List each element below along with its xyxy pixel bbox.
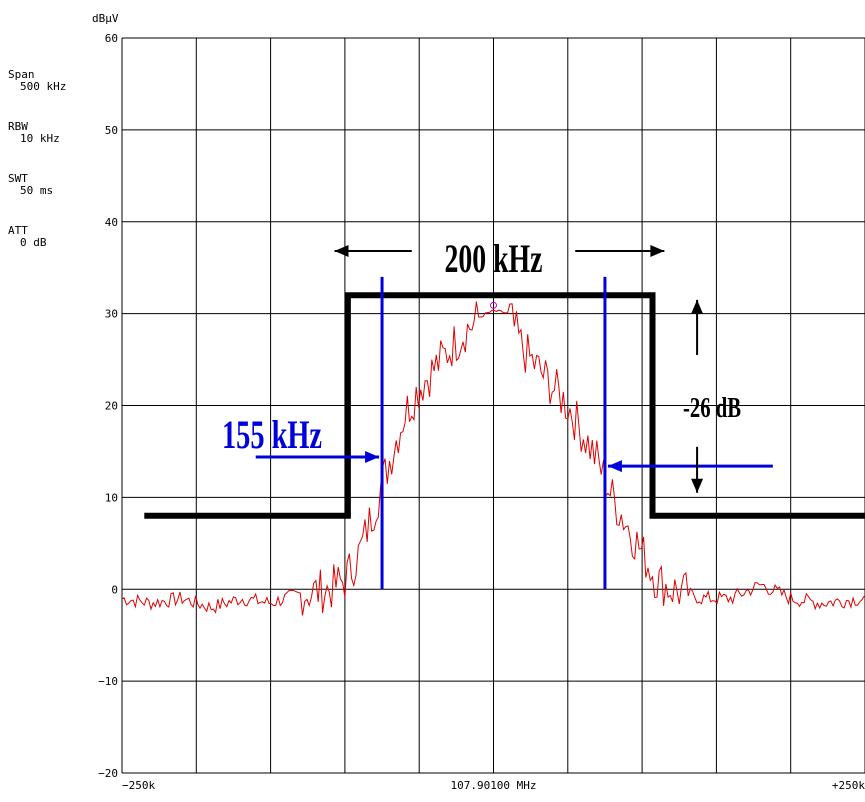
setting-value: 0 dB xyxy=(20,236,47,249)
annotation-arrows xyxy=(255,245,773,493)
setting-name: Span xyxy=(8,68,35,81)
arrow-200khz-left xyxy=(334,245,412,257)
emission-mask xyxy=(144,292,865,519)
peak-marker xyxy=(490,301,497,309)
x-tick-label-center: 107.90100 MHz xyxy=(450,779,536,792)
annotation-155khz: 155 kHz xyxy=(222,412,322,457)
x-tick-label-right: +250k xyxy=(832,779,865,792)
setting-name: ATT xyxy=(8,224,28,237)
setting-value: 50 ms xyxy=(20,184,53,197)
setting-value: 500 kHz xyxy=(20,80,66,93)
arrow-155khz-right xyxy=(607,460,773,473)
y-tick-label: −20 xyxy=(98,767,118,780)
y-tick-label: 60 xyxy=(105,32,118,45)
y-tick-label: 40 xyxy=(105,216,118,229)
x-tick-labels: −250k 107.90100 MHz +250k xyxy=(122,779,865,792)
spectrum-trace xyxy=(121,301,865,616)
y-tick-labels: 60 50 40 30 20 10 0 −10 −20 xyxy=(98,32,118,780)
arrow-26db-down xyxy=(691,446,704,493)
y-tick-label: 0 xyxy=(111,583,118,596)
arrow-26db-up xyxy=(691,299,704,355)
arrow-155khz xyxy=(255,450,380,463)
setting-value: 10 kHz xyxy=(20,132,60,145)
y-tick-label: 20 xyxy=(105,400,118,413)
x-tick-label-left: −250k xyxy=(122,779,155,792)
bandwidth-markers xyxy=(380,276,607,590)
arrow-200khz-right xyxy=(575,245,665,257)
y-tick-label: 50 xyxy=(105,124,118,137)
y-axis-label: dBμV xyxy=(92,12,119,25)
y-tick-label: −10 xyxy=(98,675,118,688)
plot-grid xyxy=(121,37,865,774)
annotation-26db: -26 dB xyxy=(683,393,741,424)
annotation-200khz: 200 kHz xyxy=(445,236,543,281)
setting-name: SWT xyxy=(8,172,28,185)
y-tick-label: 10 xyxy=(105,491,118,504)
setting-name: RBW xyxy=(8,120,28,133)
y-tick-label: 30 xyxy=(105,308,118,321)
